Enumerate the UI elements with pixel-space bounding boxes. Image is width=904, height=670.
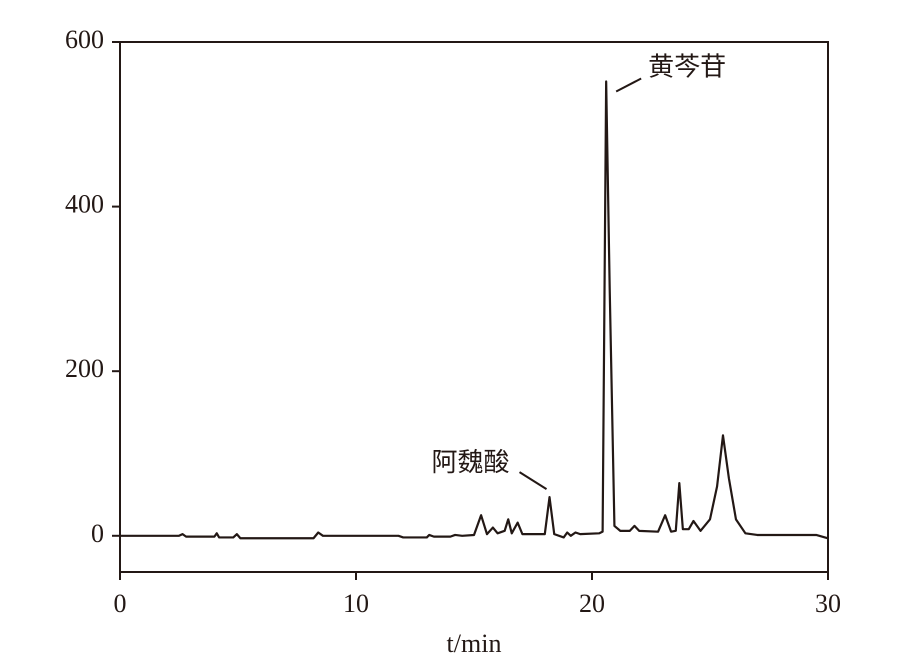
- x-tick-label: 30: [815, 589, 841, 618]
- x-axis-label: t/min: [447, 629, 502, 658]
- annotation: 黄芩苷: [648, 52, 726, 81]
- x-tick-label: 0: [114, 589, 127, 618]
- x-tick-label: 20: [579, 589, 605, 618]
- y-tick-label: 400: [65, 190, 104, 219]
- x-tick-label: 10: [343, 589, 369, 618]
- annotation-leader: [615, 77, 642, 93]
- y-tick-label: 0: [91, 519, 104, 548]
- annotation-leader: [518, 471, 548, 490]
- y-tick-label: 600: [65, 25, 104, 54]
- data-line: [120, 80, 829, 540]
- plot-frame: [119, 41, 829, 573]
- annotation: 阿魏酸: [432, 448, 510, 477]
- y-tick-label: 200: [65, 354, 104, 383]
